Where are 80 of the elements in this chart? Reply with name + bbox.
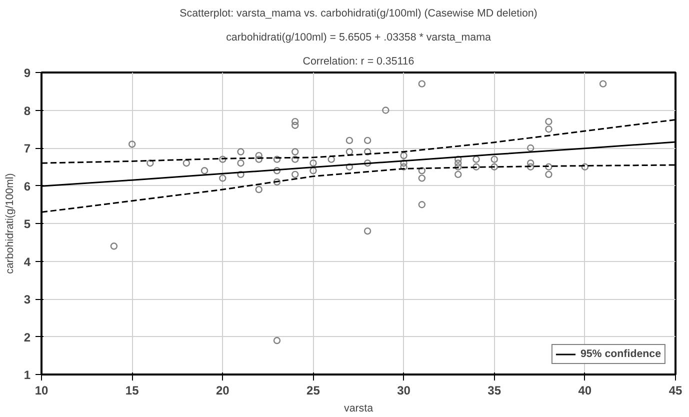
point: [346, 148, 354, 156]
point: [219, 174, 226, 182]
x-tick-label: 30: [397, 384, 411, 398]
point: [364, 136, 372, 144]
x-tick-label: 40: [578, 384, 592, 398]
point: [526, 160, 534, 167]
point: [454, 156, 462, 163]
point: [418, 174, 426, 182]
point: [273, 167, 281, 174]
y-tick-label: 2: [24, 330, 31, 344]
point: [310, 160, 317, 167]
point: [454, 160, 462, 167]
point: [346, 136, 354, 144]
y-tick-label: 6: [24, 179, 31, 194]
point: [146, 160, 154, 167]
point: [255, 152, 262, 160]
point: [219, 156, 226, 163]
x-tick-label: 10: [34, 384, 48, 398]
x-tick-label: 15: [125, 384, 140, 398]
point: [418, 80, 426, 88]
x-axis-title: varsta: [344, 402, 374, 414]
point: [237, 170, 244, 178]
point: [255, 186, 262, 194]
point: [292, 156, 299, 163]
x-tick-label: 45: [668, 384, 682, 398]
point: [454, 163, 462, 170]
point: [255, 156, 262, 163]
point: [292, 170, 299, 178]
point: [364, 160, 372, 167]
point: [418, 201, 426, 208]
point: [418, 167, 426, 174]
chart-title: Scatterplot: varsta_mama vs. carbohidrati(g/100ml) (Casewise MD deletion): [180, 8, 538, 20]
point: [200, 167, 208, 174]
y-tick-label: 4: [24, 254, 31, 269]
point: [237, 148, 244, 156]
point: [273, 178, 281, 186]
text: Correlation: r = 0.35116: [302, 56, 414, 68]
chart-subtitle: carbohidrati(g/100ml) = 5.6505 + .03358 * varsta_mama: [226, 32, 491, 44]
point: [364, 227, 372, 235]
point: [545, 118, 552, 126]
point: [400, 160, 408, 167]
point: [182, 160, 190, 167]
y-axis-title: carbohidrati(g/100ml): [4, 173, 16, 274]
point: [273, 156, 281, 163]
point: [581, 163, 589, 170]
x-tick-label: 35: [488, 384, 502, 398]
point: [237, 160, 244, 167]
point: [328, 156, 335, 163]
legend-label: 95% confidence: [580, 348, 661, 360]
point: [490, 156, 498, 163]
x-tick-label: 20: [216, 384, 230, 398]
point: [472, 156, 480, 163]
point: [490, 163, 498, 170]
point: [273, 336, 281, 344]
point: [526, 144, 534, 152]
point: [400, 163, 408, 170]
point: [292, 118, 299, 126]
point: [545, 126, 552, 133]
point: [310, 167, 317, 174]
point: [292, 122, 299, 129]
y-tick-label: 8: [24, 104, 31, 118]
point: [454, 170, 462, 178]
point: [292, 148, 299, 156]
point: [545, 170, 552, 178]
x-tick-label: 25: [306, 384, 320, 398]
point: [472, 163, 480, 170]
y-tick-label: 9: [24, 66, 31, 80]
y-tick-label: 3: [24, 292, 31, 306]
point: [545, 163, 552, 170]
y-tick-label: 1: [24, 368, 31, 382]
point: [382, 106, 390, 114]
point: [128, 140, 136, 148]
point: [400, 152, 408, 160]
point: [599, 80, 607, 88]
y-tick-label: 7: [24, 142, 31, 156]
point: [526, 163, 534, 170]
point: [346, 163, 354, 170]
y-tick-label: 5: [24, 217, 31, 231]
point: [110, 242, 118, 250]
point: [364, 148, 372, 156]
